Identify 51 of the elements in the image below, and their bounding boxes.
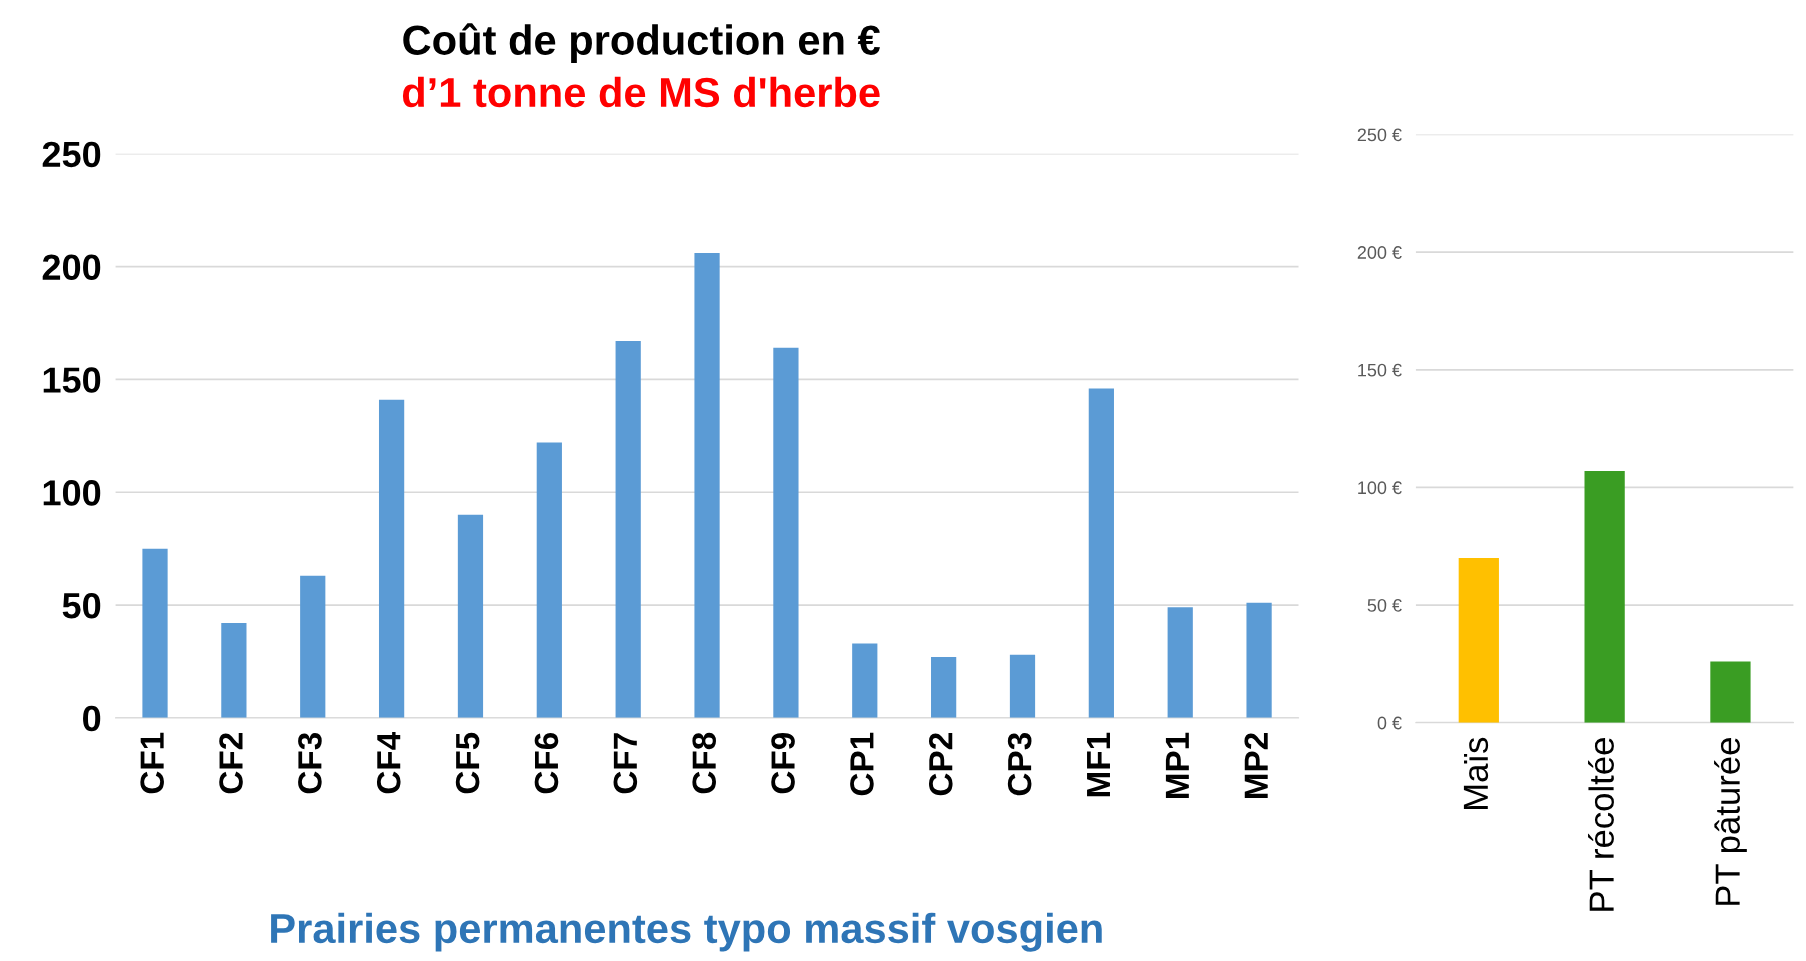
y-tick-label: 50 [62,592,101,619]
bar [1088,388,1114,718]
x-tick-label: MF1 [1087,732,1110,797]
x-tick-label: CF6 [534,732,559,794]
x-tick-label: CF4 [376,731,401,794]
x-tick-label: CF7 [613,733,638,794]
x-tick-label: PT pâturée [1714,738,1747,905]
bar [773,347,799,718]
y-tick-label: 0 € [1377,716,1402,730]
y-tick-label: 150 [43,367,101,393]
bar [1246,602,1272,718]
y-tick-label: 200 [42,254,101,281]
chart-subtitle: d’1 tonne de MS d'herbe [402,76,880,108]
y-tick-label: 150 € [1358,363,1402,377]
bar [457,514,484,718]
chart-title: Coût de production en € [403,23,880,64]
bar [852,643,878,718]
y-tick-label: 250 € [1357,128,1402,142]
bar [931,656,957,718]
x-tick-label: CF5 [455,732,480,794]
x-tick-label: CF8 [692,732,716,794]
x-tick-label: CP2 [928,733,953,796]
bar [221,623,247,718]
bar [536,442,562,718]
bar [1710,661,1751,723]
y-tick-label: 200 € [1357,246,1402,259]
x-tick-label: CF1 [140,732,164,794]
y-tick-label: 250 [42,141,101,168]
y-tick-label: 100 [43,480,101,506]
x-tick-label: PT récoltée [1588,738,1614,911]
x-tick-label: CP1 [850,732,874,796]
x-tick-label: CF2 [219,733,243,794]
x-tick-label: Maïs [1463,737,1489,809]
bar [1167,607,1193,718]
bar [142,548,168,718]
bar [615,341,641,718]
bar [694,253,720,718]
bar [1458,558,1499,723]
x-tick-label: CP3 [1007,732,1032,796]
x-tick-label: CF3 [298,732,322,794]
x-tick-label: MP1 [1165,732,1189,799]
x-axis-title: Prairies permanentes typo massif vosgien [271,912,1102,952]
y-tick-label: 100 € [1358,481,1402,495]
x-tick-label: MP2 [1244,733,1268,799]
bar [300,575,326,718]
y-tick-label: 0 [83,705,101,732]
y-tick-label: 50 € [1367,598,1402,612]
bar [1009,654,1036,718]
bar [378,399,405,718]
bar [1584,470,1625,723]
x-tick-label: CF9 [771,732,795,794]
